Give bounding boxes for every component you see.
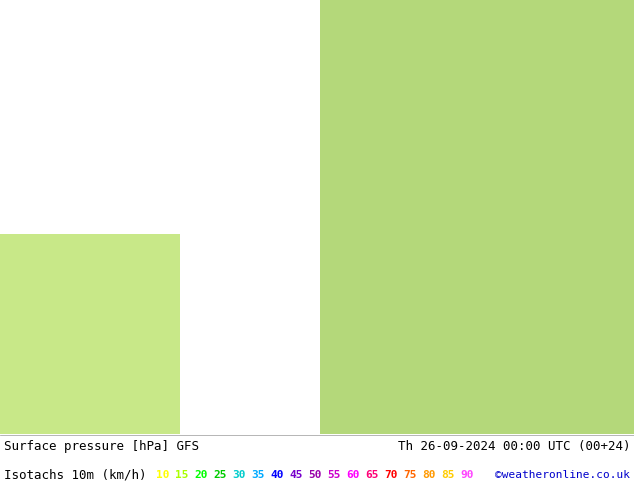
Text: 50: 50 bbox=[308, 470, 321, 480]
Bar bbox=[320, 0, 634, 434]
Text: Th 26-09-2024 00:00 UTC (00+24): Th 26-09-2024 00:00 UTC (00+24) bbox=[398, 440, 630, 453]
Text: 45: 45 bbox=[289, 470, 302, 480]
Text: 60: 60 bbox=[346, 470, 359, 480]
Text: 10: 10 bbox=[156, 470, 169, 480]
Text: 15: 15 bbox=[175, 470, 188, 480]
Text: 85: 85 bbox=[441, 470, 455, 480]
Text: Surface pressure [hPa] GFS: Surface pressure [hPa] GFS bbox=[4, 440, 199, 453]
Text: 35: 35 bbox=[251, 470, 264, 480]
Text: 70: 70 bbox=[384, 470, 398, 480]
Bar bbox=[0, 234, 180, 434]
Text: 75: 75 bbox=[403, 470, 417, 480]
Text: ©weatheronline.co.uk: ©weatheronline.co.uk bbox=[495, 470, 630, 480]
Text: 80: 80 bbox=[422, 470, 436, 480]
Text: 20: 20 bbox=[194, 470, 207, 480]
Text: 40: 40 bbox=[270, 470, 283, 480]
Text: 55: 55 bbox=[327, 470, 340, 480]
Text: Isotachs 10m (km/h): Isotachs 10m (km/h) bbox=[4, 468, 146, 481]
Text: 30: 30 bbox=[232, 470, 245, 480]
Text: 65: 65 bbox=[365, 470, 378, 480]
Text: 90: 90 bbox=[460, 470, 474, 480]
Text: 25: 25 bbox=[213, 470, 226, 480]
